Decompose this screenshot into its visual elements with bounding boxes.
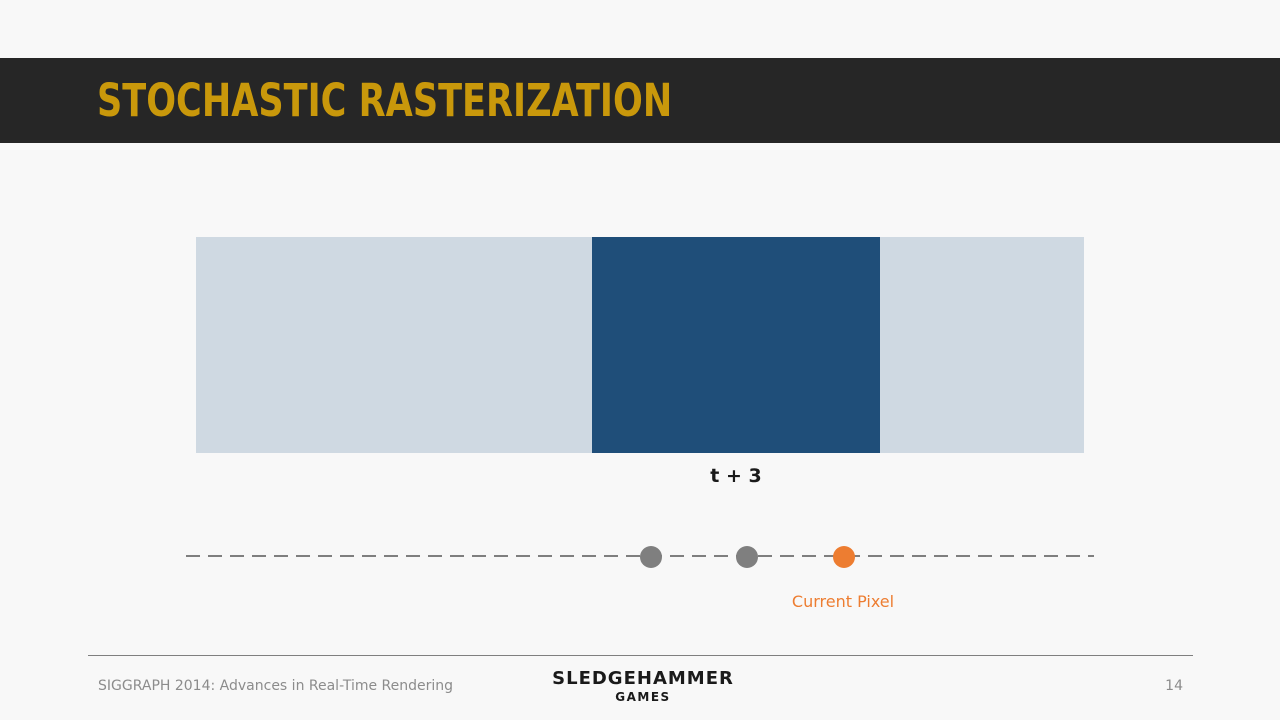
title-bar [0, 58, 1280, 143]
page-number: 14 [1165, 678, 1183, 694]
current-pixel-label: Current Pixel [791, 592, 895, 611]
current-pixel-dot [833, 546, 855, 568]
footer-divider [88, 655, 1193, 656]
sample-dot [736, 546, 758, 568]
moving-object-block [592, 237, 880, 453]
conference-label: SIGGRAPH 2014: Advances in Real-Time Ren… [98, 678, 454, 694]
logo-text-primary: SLEDGEHAMMER [552, 668, 734, 689]
sledgehammer-logo: SLEDGEHAMMER GAMES [543, 668, 743, 704]
logo-text-secondary: GAMES [615, 690, 671, 704]
frame-time-label: t + 3 [710, 465, 762, 487]
slide-title: STOCHASTIC RASTERIZATION [97, 74, 673, 127]
sample-dot [640, 546, 662, 568]
